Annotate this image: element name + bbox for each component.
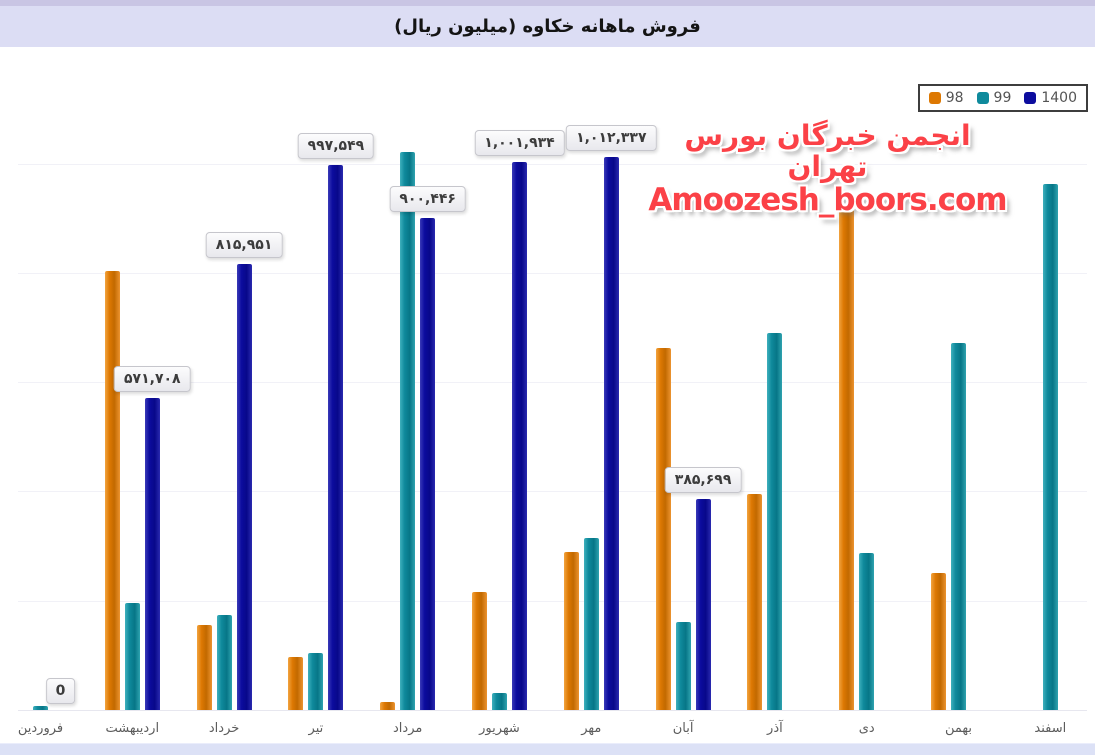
bar-1400-month5 <box>420 218 436 710</box>
bar-99-month12 <box>1042 184 1058 710</box>
bar-99-month7 <box>583 538 599 710</box>
bar-98-month9 <box>747 494 763 710</box>
bar-1400-month4 <box>328 165 344 710</box>
bar-99-month10 <box>859 553 875 710</box>
data-label-1400-month2: ۵۷۱,۷۰۸ <box>114 366 191 392</box>
legend-label-98: 98 <box>945 90 964 106</box>
gridline-800000 <box>18 273 1087 274</box>
gridline-1000000 <box>18 164 1087 165</box>
chart-title: فروش ماهانه خکاوه (میلیون ریال) <box>394 16 701 37</box>
x-label-month6: شهریور <box>479 721 520 736</box>
x-label-month7: مهر <box>581 721 602 736</box>
data-label-1400-month3: ۸۱۵,۹۵۱ <box>205 232 283 258</box>
data-label-1400-month1: 0 <box>45 678 76 704</box>
data-label-1400-month8: ۳۸۵,۶۹۹ <box>664 467 742 493</box>
bar-99-month9 <box>767 333 783 710</box>
bar-99-month1 <box>33 706 48 710</box>
bar-98-month11 <box>931 573 946 710</box>
legend-label-1400: 1400 <box>1041 90 1077 106</box>
plot-area: 0 ۵۷۱,۷۰۸ ۸۱۵,۹۵۱ ۹۹۷,۵۴۹ ۹۰۰,۴۴۶ ۱,۰۰۱,۹۳۴ ۱,… <box>0 47 1095 744</box>
x-label-month9: آذر <box>767 721 783 736</box>
x-label-month1: فروردین <box>17 721 64 736</box>
bar-98-month6 <box>472 592 487 710</box>
legend-swatch-98-icon <box>928 92 941 104</box>
gridline-600000 <box>18 382 1087 383</box>
x-label-month3: خرداد <box>208 721 240 736</box>
bar-98-month10 <box>839 204 855 710</box>
legend-item-98[interactable]: 98 <box>928 90 964 106</box>
bar-99-month2 <box>124 603 140 710</box>
x-label-month11: بهمن <box>944 721 973 736</box>
x-label-month10: دی <box>858 721 875 736</box>
bar-98-month3 <box>196 625 212 710</box>
chart-header: فروش ماهانه خکاوه (میلیون ریال) <box>0 0 1095 47</box>
legend-item-99[interactable]: 99 <box>976 90 1012 106</box>
bar-98-month8 <box>655 348 671 710</box>
legend-item-1400[interactable]: 1400 <box>1024 90 1077 106</box>
bar-98-month7 <box>563 552 579 710</box>
x-label-month4: تیر <box>308 721 324 736</box>
gridline-200000 <box>18 601 1087 602</box>
x-axis-line <box>18 710 1087 711</box>
bar-99-month5 <box>400 152 416 710</box>
legend-label-99: 99 <box>993 90 1012 106</box>
legend: 98 99 1400 <box>917 84 1088 112</box>
data-label-1400-month4: ۹۹۷,۵۴۹ <box>297 133 375 159</box>
bar-1400-month6 <box>512 162 527 710</box>
bar-99-month6 <box>492 693 507 710</box>
legend-swatch-99-icon <box>976 92 989 104</box>
bar-98-month5 <box>380 702 396 710</box>
bar-98-month4 <box>288 657 304 710</box>
x-label-month2: اردیبهشت <box>105 721 160 736</box>
bar-1400-month2 <box>144 398 160 710</box>
data-label-1400-month5: ۹۰۰,۴۴۶ <box>389 186 466 212</box>
bar-1400-month7 <box>603 157 619 710</box>
data-label-1400-month6: ۱,۰۰۱,۹۳۴ <box>474 130 565 156</box>
bar-99-month3 <box>216 615 232 710</box>
bar-99-month4 <box>308 653 324 710</box>
bar-98-month2 <box>104 271 120 710</box>
bar-99-month11 <box>951 343 966 710</box>
bar-1400-month3 <box>236 264 252 710</box>
data-label-1400-month7: ۱,۰۱۲,۳۳۷ <box>566 125 657 151</box>
x-label-month8: آبان <box>672 721 694 736</box>
legend-swatch-1400-icon <box>1024 92 1037 104</box>
gridline-400000 <box>18 491 1087 492</box>
bottom-strip <box>0 743 1095 755</box>
x-label-month12: اسفند <box>1034 721 1067 736</box>
bar-1400-month8 <box>695 499 711 710</box>
x-label-month5: مرداد <box>393 721 423 736</box>
bar-99-month8 <box>675 622 691 710</box>
